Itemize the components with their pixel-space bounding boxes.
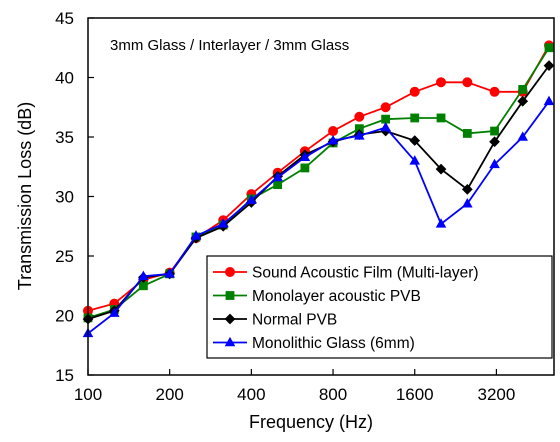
data-point bbox=[543, 60, 555, 71]
y-tick-label: 25 bbox=[55, 247, 74, 266]
data-point bbox=[409, 155, 421, 165]
tick-layer: 15 20 25 30 35 40 45 100 200 400 800 1600 3200 bbox=[55, 9, 515, 404]
x-tick-label: 400 bbox=[237, 385, 265, 404]
y-tick-label: 20 bbox=[55, 307, 74, 326]
data-point bbox=[489, 86, 500, 97]
legend-marker bbox=[224, 266, 235, 277]
legend-entry: Monolayer acoustic PVB bbox=[213, 288, 421, 305]
data-point bbox=[409, 86, 420, 97]
data-point bbox=[380, 121, 391, 132]
x-tick-label: 3200 bbox=[477, 385, 515, 404]
data-point bbox=[462, 198, 473, 208]
data-point bbox=[327, 134, 339, 145]
legend-entry: Monolithic Glass (6mm) bbox=[213, 335, 415, 352]
data-point bbox=[490, 126, 499, 136]
y-tick-label: 45 bbox=[55, 9, 74, 28]
data-point bbox=[489, 158, 500, 169]
data-point bbox=[544, 43, 554, 53]
data-point bbox=[138, 281, 148, 291]
data-point bbox=[436, 77, 447, 88]
data-point bbox=[328, 126, 339, 137]
y-tick-label: 40 bbox=[55, 69, 74, 88]
series-square bbox=[83, 43, 554, 323]
data-point bbox=[543, 95, 555, 106]
chart-annotation: 3mm Glass / Interlayer / 3mm Glass bbox=[110, 37, 349, 54]
data-point bbox=[409, 135, 421, 146]
data-point bbox=[300, 163, 310, 173]
legend-label: Sound Acoustic Film (Multi-layer) bbox=[252, 265, 479, 282]
legend-box bbox=[206, 255, 553, 359]
series-line bbox=[87, 100, 550, 335]
data-point bbox=[138, 270, 149, 281]
y-axis-label: Transmission Loss (dB) bbox=[15, 102, 35, 290]
data-point bbox=[164, 268, 175, 278]
data-point bbox=[462, 77, 473, 88]
data-point bbox=[354, 111, 365, 122]
x-axis-label: Frequency (Hz) bbox=[249, 412, 373, 432]
legend: Sound Acoustic Film (Multi-layer) Monolay… bbox=[206, 255, 553, 359]
data-point bbox=[436, 113, 446, 123]
data-point bbox=[273, 180, 283, 190]
data-point bbox=[518, 85, 528, 94]
data-point bbox=[461, 183, 473, 195]
legend-label: Monolithic Glass (6mm) bbox=[252, 335, 415, 352]
legend-entry: Normal PVB bbox=[213, 312, 337, 329]
series-triangle bbox=[82, 95, 555, 338]
data-point bbox=[435, 163, 447, 175]
data-point bbox=[435, 218, 447, 228]
x-tick-label: 100 bbox=[74, 385, 102, 404]
data-point bbox=[517, 131, 528, 141]
data-point bbox=[246, 194, 257, 204]
legend-marker bbox=[224, 313, 236, 325]
legend-marker bbox=[225, 291, 235, 300]
legend-label: Normal PVB bbox=[252, 312, 337, 329]
legend-label: Monolayer acoustic PVB bbox=[252, 288, 421, 305]
y-tick-label: 15 bbox=[55, 366, 74, 385]
data-point bbox=[217, 218, 229, 228]
y-tick-label: 35 bbox=[55, 128, 74, 147]
plot-frame bbox=[87, 17, 555, 376]
y-tick-label: 30 bbox=[55, 188, 74, 207]
data-point bbox=[517, 95, 529, 107]
data-point bbox=[380, 102, 391, 113]
legend-marker bbox=[224, 336, 236, 347]
data-point bbox=[489, 136, 500, 148]
legend-entry: Sound Acoustic Film (Multi-layer) bbox=[213, 265, 479, 282]
data-point bbox=[299, 151, 311, 162]
data-point bbox=[109, 307, 120, 317]
data-point bbox=[462, 129, 472, 138]
x-tick-label: 800 bbox=[319, 385, 347, 404]
data-point bbox=[190, 230, 202, 240]
data-point bbox=[272, 171, 283, 182]
x-tick-label: 200 bbox=[155, 385, 183, 404]
x-tick-label: 1600 bbox=[396, 385, 434, 404]
data-point bbox=[354, 130, 365, 140]
data-point bbox=[410, 113, 420, 123]
legend-items: Sound Acoustic Film (Multi-layer) Monolay… bbox=[213, 265, 479, 352]
